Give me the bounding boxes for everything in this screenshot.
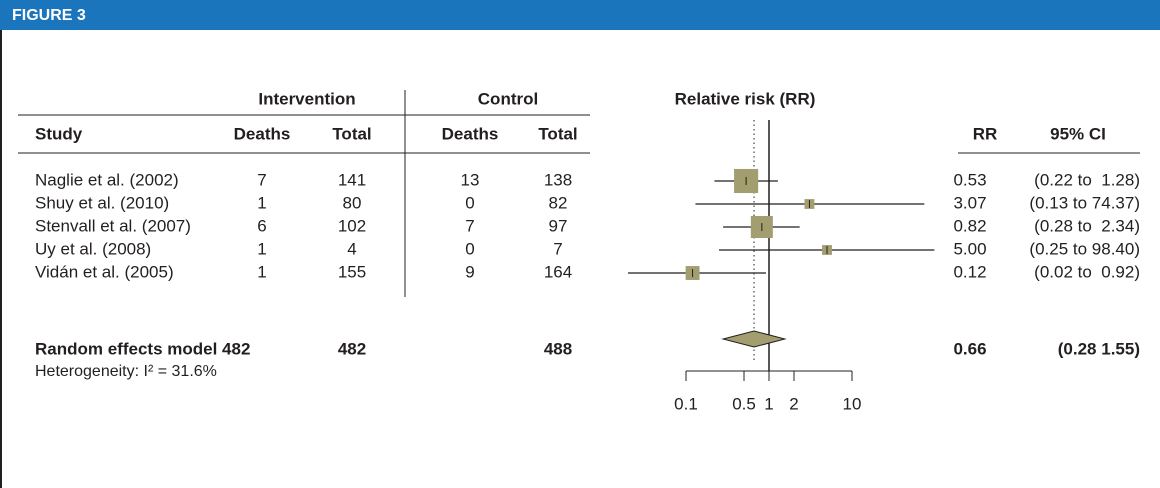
x-tick-label: 0.5 bbox=[732, 394, 756, 413]
study-name: Shuy et al. (2010) bbox=[35, 193, 169, 212]
ci-label: (0.28 to 2.34) bbox=[1034, 216, 1140, 235]
table-cell: 82 bbox=[549, 193, 568, 212]
table-cell: 102 bbox=[338, 216, 366, 235]
table-cell: 7 bbox=[553, 239, 562, 258]
table-cell: 6 bbox=[257, 216, 266, 235]
column-header: Total bbox=[538, 124, 577, 143]
summary-diamond bbox=[721, 330, 787, 348]
group-header: Intervention bbox=[258, 89, 355, 108]
column-header: Total bbox=[332, 124, 371, 143]
table-cell: 97 bbox=[549, 216, 568, 235]
header-bar bbox=[0, 0, 1160, 30]
x-tick-label: 1 bbox=[764, 394, 773, 413]
table-cell: 155 bbox=[338, 262, 366, 281]
column-header: 95% CI bbox=[1050, 124, 1106, 143]
study-name: Uy et al. (2008) bbox=[35, 239, 151, 258]
ci-label: (0.13 to 74.37) bbox=[1029, 193, 1140, 212]
table-cell: 0 bbox=[465, 193, 474, 212]
column-header: RR bbox=[973, 124, 998, 143]
table-cell: 138 bbox=[544, 170, 572, 189]
table-cell: 7 bbox=[465, 216, 474, 235]
study-name: Stenvall et al. (2007) bbox=[35, 216, 191, 235]
chart-title: Relative risk (RR) bbox=[675, 89, 816, 108]
table-cell: 1 bbox=[257, 262, 266, 281]
heterogeneity: Heterogeneity: I² = 31.6% bbox=[35, 363, 217, 380]
rr-label: 3.07 bbox=[953, 193, 986, 212]
summary-total: 482 bbox=[338, 339, 366, 358]
column-header: Deaths bbox=[442, 124, 499, 143]
figure-title: FIGURE 3 bbox=[12, 7, 86, 24]
x-tick-label: 0.1 bbox=[674, 394, 698, 413]
table-cell: 7 bbox=[257, 170, 266, 189]
study-name: Naglie et al. (2002) bbox=[35, 170, 179, 189]
summary-label: Random effects model 482 bbox=[35, 339, 250, 358]
column-header: Deaths bbox=[234, 124, 291, 143]
table-cell: 141 bbox=[338, 170, 366, 189]
summary-rr: 0.66 bbox=[953, 339, 986, 358]
ci-label: (0.25 to 98.40) bbox=[1029, 239, 1140, 258]
rr-label: 5.00 bbox=[953, 239, 986, 258]
table-cell: 0 bbox=[465, 239, 474, 258]
column-header: Study bbox=[35, 124, 83, 143]
table-cell: 1 bbox=[257, 193, 266, 212]
table-cell: 9 bbox=[465, 262, 474, 281]
group-header: Control bbox=[478, 89, 538, 108]
x-tick-label: 2 bbox=[789, 394, 798, 413]
summary-total: 488 bbox=[544, 339, 572, 358]
x-tick-label: 10 bbox=[843, 394, 862, 413]
table-cell: 1 bbox=[257, 239, 266, 258]
rr-label: 0.82 bbox=[953, 216, 986, 235]
table-cell: 80 bbox=[343, 193, 362, 212]
table-cell: 13 bbox=[461, 170, 480, 189]
ci-label: (0.22 to 1.28) bbox=[1034, 170, 1140, 189]
ci-label: (0.02 to 0.92) bbox=[1034, 262, 1140, 281]
rr-label: 0.53 bbox=[953, 170, 986, 189]
study-name: Vidán et al. (2005) bbox=[35, 262, 174, 281]
rr-label: 0.12 bbox=[953, 262, 986, 281]
table-cell: 164 bbox=[544, 262, 572, 281]
summary-ci: (0.28 1.55) bbox=[1058, 339, 1140, 358]
table-cell: 4 bbox=[347, 239, 356, 258]
